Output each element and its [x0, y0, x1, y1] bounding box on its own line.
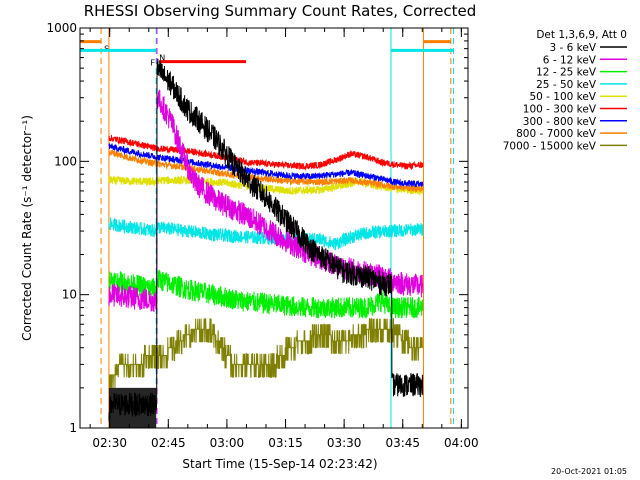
y-tick-label: 1: [69, 421, 77, 435]
series-line: [108, 58, 424, 423]
plot-frame: [79, 27, 469, 429]
series-line: [108, 149, 424, 193]
series-low-count-block: [108, 387, 157, 428]
series-line: [108, 142, 424, 188]
x-tick-label: 03:15: [268, 436, 303, 450]
x-tick-label: 03:00: [210, 436, 245, 450]
series-layer: [108, 58, 424, 428]
y-axis-label: Corrected Count Rate (s⁻¹ detector⁻¹): [20, 115, 34, 341]
series-line: [108, 89, 424, 312]
y-tick-label: 10: [62, 288, 77, 302]
y-tick-label: 100: [54, 154, 77, 168]
legend-label: 3 - 6 keV: [549, 42, 596, 54]
series-line: [108, 318, 423, 389]
legend-label: 7000 - 15000 keV: [503, 140, 597, 152]
axes-layer: 02:30 02:45 03:00 03:15 03:30 03:45 04:00 1 10 10…: [46, 21, 478, 450]
chart-title: RHESSI Observing Summary Count Rates, Co…: [84, 2, 477, 20]
series-line: [108, 269, 424, 319]
legend-label: 25 - 50 keV: [536, 79, 597, 91]
x-axis-label: Start Time (15-Sep-14 02:23:42): [182, 457, 377, 471]
y-tick-label: 1000: [46, 21, 77, 35]
legend-label: 50 - 100 keV: [529, 91, 596, 103]
legend-label: 800 - 7000 keV: [516, 128, 597, 140]
legend-label: 100 - 300 keV: [523, 104, 597, 116]
legend-label: 12 - 25 keV: [536, 67, 597, 79]
series-line: [108, 135, 424, 171]
x-tick-label: 02:45: [151, 436, 186, 450]
legend-label: 6 - 12 keV: [543, 54, 597, 66]
x-tick-label: 04:00: [444, 436, 479, 450]
generation-date: 20-Oct-2021 01:05: [551, 467, 627, 476]
marker-bar-label: F: [150, 59, 155, 68]
marker-bar-label: N: [159, 53, 165, 62]
x-tick-label: 03:45: [385, 436, 420, 450]
x-tick-label: 02:30: [92, 436, 127, 450]
x-tick-label: 03:30: [327, 436, 362, 450]
legend-header: Det 1,3,6,9, Att 0: [536, 29, 627, 41]
legend-label: 300 - 800 keV: [523, 116, 597, 128]
